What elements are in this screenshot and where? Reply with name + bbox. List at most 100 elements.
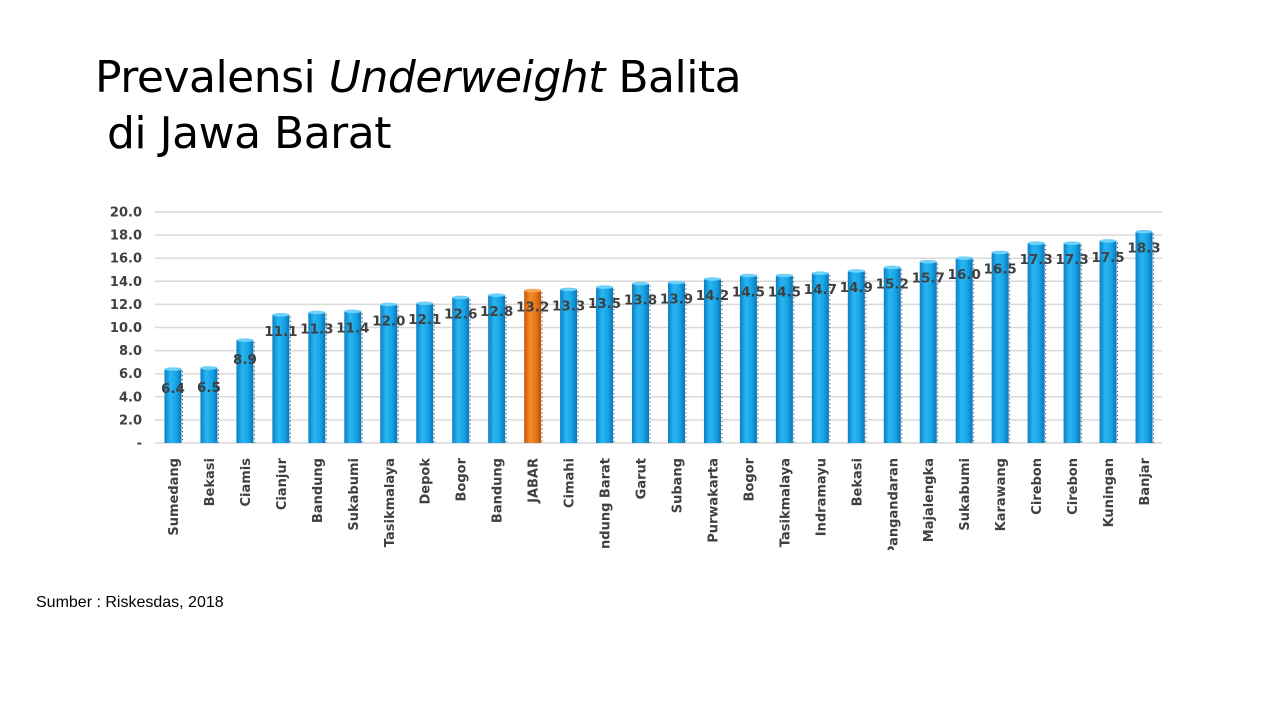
- bar: [812, 273, 829, 443]
- bar: [992, 252, 1009, 443]
- x-tick-label: Subang: [670, 458, 685, 513]
- x-tick-label: Bandung: [491, 458, 506, 523]
- bar: [1136, 232, 1153, 443]
- bar: [884, 267, 901, 443]
- x-tick-label: Bekasi: [850, 458, 865, 506]
- source-note: Sumber : Riskesdas, 2018: [36, 592, 236, 614]
- x-tick-label: Ciamis: [239, 458, 254, 507]
- bar-cap: [776, 274, 793, 278]
- data-label: 14.9: [840, 280, 873, 296]
- x-tick-label: Cianjur: [275, 457, 290, 510]
- bar-cap: [560, 288, 577, 292]
- x-tick-label: Sukabumi: [347, 458, 362, 531]
- bar: [740, 276, 757, 443]
- data-label: 14.5: [768, 285, 801, 301]
- data-label: 12.8: [480, 304, 513, 320]
- data-label: 13.8: [624, 293, 657, 309]
- x-tick-label: Indramayu: [814, 458, 829, 536]
- bar-cap: [632, 282, 649, 286]
- bar-cap: [452, 296, 469, 300]
- bar-group: [200, 366, 218, 443]
- y-tick-label: 14.0: [110, 275, 142, 290]
- x-tick-label: Majalengka: [922, 458, 937, 542]
- bar-cap: [740, 274, 757, 278]
- data-label: 17.3: [1055, 252, 1088, 268]
- title-italic-word: Underweight: [329, 52, 605, 103]
- data-label: 6.5: [197, 380, 221, 396]
- x-tick-label: Sukabumi: [958, 458, 973, 531]
- bar-cap: [884, 266, 901, 270]
- bar-cap: [380, 303, 397, 307]
- bar-cap: [236, 338, 253, 342]
- x-tick-label: Pangandaran: [886, 458, 901, 550]
- data-label: 14.2: [696, 288, 729, 304]
- y-tick-label: 20.0: [110, 206, 142, 221]
- data-label: 17.5: [1091, 250, 1124, 266]
- data-label: 11.1: [264, 324, 297, 340]
- y-tick-label: 6.0: [119, 367, 142, 382]
- bar-cap: [1136, 230, 1153, 234]
- bar-cap: [488, 293, 505, 297]
- bar-group: [1100, 239, 1118, 443]
- data-label: 13.9: [660, 291, 693, 307]
- bar-cap: [848, 269, 865, 273]
- bar-cap: [920, 260, 937, 264]
- title-part2: Balita: [618, 52, 741, 103]
- x-tick-label: Sumedang: [167, 458, 182, 536]
- bar-cap: [668, 281, 685, 285]
- bar: [956, 258, 973, 443]
- bar-group: [992, 251, 1010, 443]
- x-axis-labels: Sumedang Bekasi Ciamis Cianjur Bandung Sukabu…: [167, 457, 1153, 550]
- bar: [1064, 243, 1081, 443]
- bar-cap: [596, 285, 613, 289]
- data-label: 13.2: [516, 300, 549, 316]
- x-tick-label: Cimahi: [563, 458, 578, 508]
- bar: [776, 276, 793, 443]
- x-tick-label: Bandung: [311, 458, 326, 523]
- data-label: 17.3: [1019, 252, 1052, 268]
- chart-title-line2: di Jawa Barat: [95, 106, 741, 162]
- x-tick-label: Bekasi: [203, 458, 218, 506]
- data-label: 12.6: [444, 306, 477, 322]
- data-label: 11.4: [336, 320, 369, 336]
- bar-cap: [704, 277, 721, 281]
- chart-title: Prevalensi Underweight Balita di Jawa Ba…: [95, 50, 741, 162]
- data-label: 8.9: [233, 352, 257, 368]
- bar-group: [956, 256, 974, 443]
- bar-cap: [1028, 241, 1045, 245]
- data-label: 16.0: [948, 267, 981, 283]
- y-tick-label: 4.0: [119, 390, 142, 405]
- x-tick-label: JABAR: [527, 458, 542, 504]
- data-label: 14.7: [804, 282, 837, 298]
- data-label: 15.7: [912, 271, 945, 287]
- bar-cap: [524, 289, 541, 293]
- data-label: 13.3: [552, 298, 585, 314]
- bar-cap: [992, 251, 1009, 255]
- y-tick-label: 10.0: [110, 321, 142, 336]
- data-label: 12.1: [408, 312, 441, 328]
- bar-group: [164, 367, 182, 443]
- x-tick-label: Bogor: [455, 457, 470, 501]
- x-tick-label: Depok: [419, 458, 434, 505]
- bar-group: [1136, 230, 1154, 443]
- bar-cap: [416, 301, 433, 305]
- x-tick-label: Garut: [635, 458, 650, 499]
- y-tick-label: 12.0: [110, 298, 142, 313]
- data-label: 18.3: [1127, 241, 1160, 257]
- data-label: 6.4: [161, 381, 185, 397]
- bar: [848, 271, 865, 443]
- y-tick-label: 8.0: [119, 344, 142, 359]
- bar-cap: [344, 310, 361, 314]
- bar-cap: [812, 271, 829, 275]
- bar-cap: [956, 256, 973, 260]
- bar: [1028, 243, 1045, 443]
- bar: [1100, 241, 1117, 443]
- x-tick-label: Bogor: [742, 457, 757, 501]
- data-label: 16.5: [984, 261, 1017, 277]
- x-tick-label: Purwakarta: [706, 458, 721, 543]
- bar-group: [920, 260, 938, 443]
- bar: [920, 262, 937, 443]
- y-tick-label: 2.0: [119, 413, 142, 428]
- x-tick-label: Tasikmalaya: [383, 458, 398, 547]
- bar-cap: [164, 367, 181, 371]
